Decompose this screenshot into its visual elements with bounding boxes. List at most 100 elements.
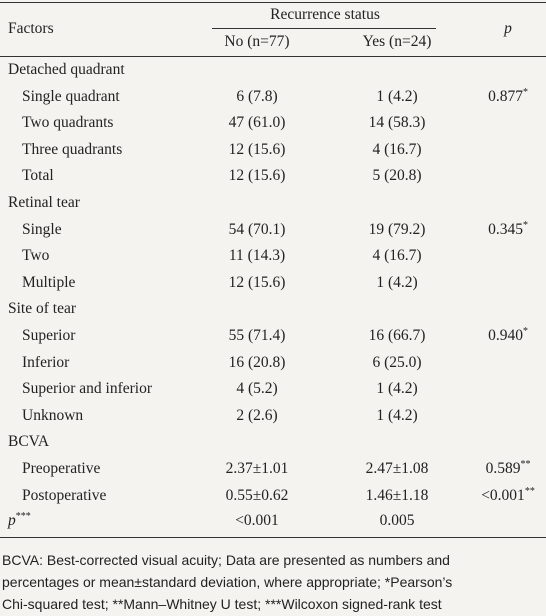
summary-label: p*** [8,511,31,531]
cell-no: 11 (14.3) [229,246,285,266]
row-label: Postoperative [22,486,106,506]
cell-yes-text: 5 (20.8) [372,167,422,185]
cell-no: 54 (70.1) [229,220,286,240]
cell-no: 2.37±1.01 [226,459,289,479]
header-yes-text: Yes (n=24) [362,33,432,50]
header-factors: Factors [8,19,54,39]
section-title: BCVA [8,432,49,452]
header-yes: Yes (n=24) [363,32,432,52]
cell-yes: 19 (79.2) [369,220,426,240]
footnote-mark: * [522,86,528,98]
summary-yes-text: 0.005 [379,511,415,529]
cell-yes: 4 (16.7) [372,246,421,266]
cell-yes: 4 (16.7) [372,140,421,160]
cell-no-text: 4 (5.2) [236,380,278,398]
summary-yes: 0.005 [380,511,415,531]
cell-yes-text: 1 (4.2) [376,406,418,424]
row-label: Two quadrants [22,113,113,133]
cell-p-text: 0.589 [485,460,521,477]
rule [0,2,546,3]
cell-p: 0.589** [486,459,531,479]
row-label: Three quadrants [22,140,122,160]
cell-yes: 1 (4.2) [376,406,417,426]
cell-no-text: 12 (15.6) [228,140,286,158]
cell-yes-text: 6 (25.0) [372,353,422,371]
cell-no-text: 54 (70.1) [228,220,286,238]
cell-no: 6 (7.8) [236,87,277,107]
cell-p: <0.001** [481,486,535,506]
cell-p: 0.877* [488,87,528,107]
footnote-line: percentages or mean±standard deviation, … [2,572,452,592]
cell-no: 16 (20.8) [229,353,286,373]
row-label: Single [22,220,62,240]
cell-yes-text: 16 (66.7) [368,327,426,344]
row-label: Total [22,166,54,186]
row-label: Preoperative [22,459,100,479]
footnote-mark: * [522,326,528,337]
cell-p: 0.940* [488,326,528,346]
row-label: Single quadrant [22,87,120,107]
cell-yes: 1.46±1.18 [366,486,429,506]
cell-no: 12 (15.6) [229,273,286,293]
section-title-text: Detached quadrant [8,61,125,78]
cell-yes-text: 1.46±1.18 [365,486,429,504]
summary-no-text: <0.001 [235,511,279,529]
row-label-text: Inferior [22,353,70,371]
cell-no: 12 (15.6) [229,166,286,186]
footnote-line-text: BCVA: Best-corrected visual acuity; Data… [2,552,450,568]
footnote-mark: * [522,219,528,231]
cell-yes: 16 (66.7) [369,326,426,346]
cell-yes-text: 4 (16.7) [372,140,422,158]
row-label: Superior [22,326,75,346]
cell-yes: 1 (4.2) [376,87,417,107]
cell-no-text: 0.55±0.62 [225,486,289,504]
rule [212,28,436,29]
summary-label-text: p [8,511,16,529]
row-label-text: Two [22,247,50,265]
cell-no-text: 6 (7.8) [236,87,278,105]
cell-yes: 14 (58.3) [369,113,426,133]
row-label: Two [22,246,49,266]
row-label-text: Two quadrants [22,114,114,132]
cell-no-text: 55 (71.4) [228,327,286,344]
row-label-text: Superior and inferior [22,380,152,398]
section-title: Site of tear [8,299,76,319]
cell-no: 0.55±0.62 [226,486,289,506]
row-label: Multiple [22,273,75,293]
footnote-line-text: percentages or mean±standard deviation, … [2,574,453,590]
cell-no-text: 11 (14.3) [228,247,286,265]
row-label-text: Preoperative [22,460,101,477]
cell-p: 0.345* [488,220,528,240]
cell-p-text: <0.001 [481,486,525,504]
row-label-text: Three quadrants [22,140,123,158]
summary-no: <0.001 [235,511,279,531]
cell-p-text: 0.877 [488,87,523,105]
cell-yes: 2.47±1.08 [366,459,429,479]
cell-yes-text: 1 (4.2) [376,273,418,291]
cell-no-text: 2 (2.6) [236,406,278,424]
header-p-text: p [504,20,512,37]
cell-no-text: 12 (15.6) [228,273,286,291]
cell-yes-text: 14 (58.3) [368,114,426,132]
cell-no: 12 (15.6) [229,140,286,160]
cell-no-text: 47 (61.0) [228,114,286,132]
cell-no-text: 16 (20.8) [228,353,286,371]
cell-yes-text: 19 (79.2) [368,220,426,238]
row-label-text: Single quadrant [22,87,120,105]
header-p: p [504,19,512,39]
section-title-text: BCVA [8,433,50,451]
row-label-text: Single [22,220,62,238]
cell-yes-text: 1 (4.2) [376,380,418,398]
cell-p-text: 0.345 [488,220,523,238]
header-group-text: Recurrence status [270,6,380,23]
header-no-text: No (n=77) [224,33,290,50]
section-title: Retinal tear [8,193,80,213]
rule [0,56,546,57]
footnote-line-text: Chi-squared test; **Mann–Whitney U test;… [2,596,442,612]
row-label-text: Superior [22,327,76,344]
cell-yes-text: 1 (4.2) [376,87,418,105]
row-label: Superior and inferior [22,379,152,399]
footnote-mark: ** [524,485,535,497]
cell-yes-text: 4 (16.7) [372,247,422,265]
